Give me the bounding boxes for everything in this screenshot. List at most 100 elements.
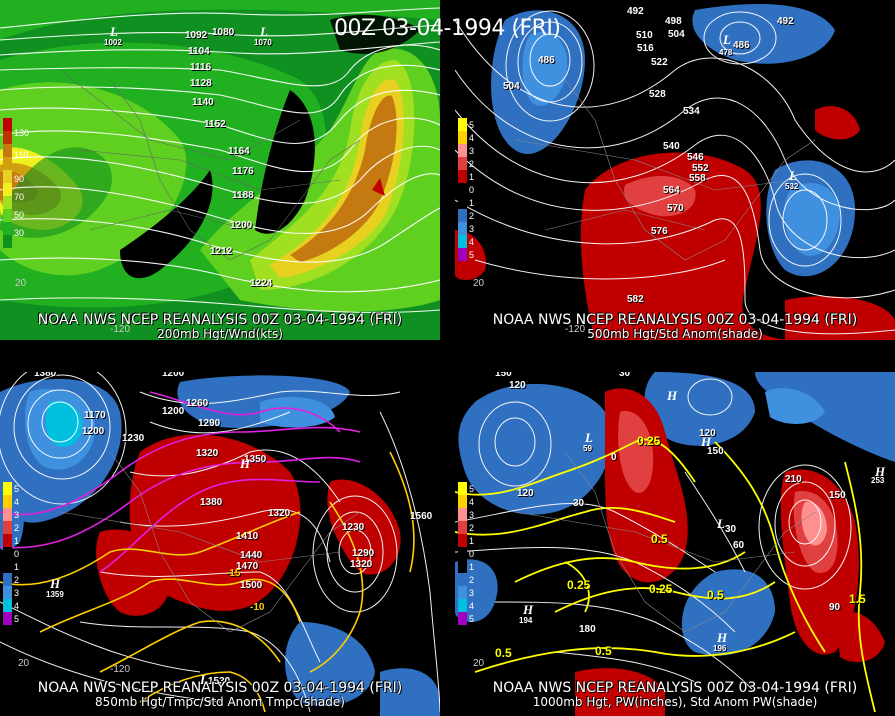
legend-tick: 3 bbox=[14, 588, 20, 598]
contour-label: 546 bbox=[687, 152, 704, 163]
contour-label: 1230 bbox=[342, 522, 365, 533]
legend-tick: 70 bbox=[14, 192, 25, 202]
legend-swatch bbox=[458, 248, 467, 261]
pw-label: 0.5 bbox=[495, 646, 512, 660]
contour-label: 564 bbox=[663, 185, 680, 196]
legend-tick: 4 bbox=[469, 237, 475, 247]
contour-label: 1104 bbox=[188, 46, 210, 57]
low-pressure-symbol: L bbox=[110, 24, 118, 39]
contour-label: 522 bbox=[651, 57, 668, 68]
contour-label: 510 bbox=[636, 30, 653, 41]
panel-caption-line2: 850mb Hgt/Tmpc/Std Anom Tmpc(shade) bbox=[95, 695, 345, 709]
panel-850mb-map bbox=[0, 372, 440, 716]
legend-swatch bbox=[458, 521, 467, 534]
contour-label: 150 bbox=[829, 490, 846, 501]
legend-swatch bbox=[3, 170, 12, 183]
longitude-label: -120 bbox=[110, 664, 131, 675]
legend-tick: 2 bbox=[14, 575, 20, 585]
pw-label: 0.5 bbox=[707, 588, 724, 602]
legend-tick: 5 bbox=[469, 120, 475, 130]
panel-caption-line2: 500mb Hgt/Std Anom(shade) bbox=[587, 327, 763, 340]
high-pressure-symbol: H bbox=[701, 434, 712, 449]
legend-tick: 110 bbox=[14, 150, 29, 160]
contour-label: 516 bbox=[637, 43, 654, 54]
legend-tick: 2 bbox=[14, 523, 20, 533]
contour-label: 1560 bbox=[410, 511, 433, 522]
contour-label: 582 bbox=[627, 294, 644, 305]
legend-swatch bbox=[3, 118, 12, 131]
contour-label: 1176 bbox=[232, 166, 254, 177]
contour-label: 120 bbox=[699, 428, 716, 439]
contour-label: 120 bbox=[517, 488, 534, 499]
contour-label: 504 bbox=[503, 81, 520, 92]
contour-label: 1440 bbox=[240, 550, 263, 561]
temperature-label: -10 bbox=[250, 602, 265, 613]
contour-label: 1092 bbox=[185, 30, 208, 41]
panel-caption-line2: 1000mb Hgt, PW(inches), Std Anom PW(shad… bbox=[532, 695, 818, 709]
contour-label: 486 bbox=[733, 40, 750, 51]
legend-swatch bbox=[458, 547, 467, 560]
legend-tick: 30 bbox=[14, 228, 25, 238]
low-value: 532 bbox=[785, 182, 799, 191]
legend-tick: 2 bbox=[469, 523, 475, 533]
legend-swatch bbox=[3, 183, 12, 196]
panel-500mb-map bbox=[455, 0, 895, 340]
longitude-label: 20 bbox=[18, 658, 30, 669]
contour-label: 30 bbox=[619, 372, 631, 379]
legend-tick: 4 bbox=[14, 497, 20, 507]
contour-label: 498 bbox=[665, 16, 682, 27]
contour-label: 552 bbox=[692, 163, 709, 174]
low-pressure-symbol: L bbox=[200, 672, 208, 687]
legend-swatch bbox=[458, 196, 467, 209]
contour-label: 1116 bbox=[190, 62, 212, 73]
panel-200mb-map bbox=[0, 0, 440, 340]
high-pressure-symbol: H bbox=[50, 576, 61, 591]
legend-tick: 1 bbox=[14, 562, 20, 572]
contour-label: 150 bbox=[707, 446, 724, 457]
legend-tick: 1 bbox=[469, 562, 475, 572]
low-value: 1530 bbox=[208, 676, 231, 687]
legend-tick: 0 bbox=[14, 549, 20, 559]
legend-tick: 1 bbox=[469, 198, 475, 208]
contour-label: 1188 bbox=[232, 190, 254, 201]
contour-label: 540 bbox=[663, 141, 680, 152]
legend-swatch bbox=[458, 131, 467, 144]
contour-label: 1470 bbox=[236, 561, 259, 572]
contour-label: 1320 bbox=[196, 448, 219, 459]
legend-tick: 5 bbox=[469, 614, 475, 624]
panel-1000mb: 5 4 3 2 1 0 1 2 3 4 5 150 120 30 0 120 3… bbox=[455, 372, 895, 716]
high-pressure-symbol: H bbox=[717, 630, 728, 645]
legend-tick: 90 bbox=[14, 174, 25, 184]
low-pressure-symbol: L bbox=[723, 32, 731, 47]
legend-tick: 3 bbox=[469, 510, 475, 520]
legend-tick: 2 bbox=[469, 575, 475, 585]
high-pressure-symbol: H bbox=[667, 388, 678, 403]
contour-label: 1200 bbox=[162, 372, 185, 379]
contour-label: 90 bbox=[829, 602, 841, 613]
contour-label: 150 bbox=[495, 372, 512, 379]
contour-label: 1140 bbox=[192, 97, 214, 108]
contour-label: 1200 bbox=[82, 426, 105, 437]
low-pressure-symbol: L bbox=[260, 24, 268, 39]
panel-caption-line2: 200mb Hgt/Wnd(kts) bbox=[157, 327, 283, 340]
legend-swatch bbox=[458, 612, 467, 625]
contour-label: 1290 bbox=[198, 418, 221, 429]
panel-caption-line1: NOAA NWS NCEP REANALYSIS 00Z 03-04-1994 … bbox=[492, 312, 858, 328]
anomaly-legend: 5 4 3 2 1 0 1 2 3 4 5 bbox=[458, 118, 474, 261]
legend-tick: 1 bbox=[469, 172, 475, 182]
contour-label: 1290 bbox=[352, 548, 375, 559]
legend-swatch bbox=[458, 209, 467, 222]
legend-swatch bbox=[3, 482, 12, 495]
contour-label: 1170 bbox=[84, 410, 106, 421]
legend-swatch bbox=[3, 534, 12, 547]
legend-tick: 0 bbox=[469, 549, 475, 559]
legend-tick: 0 bbox=[469, 185, 475, 195]
contour-label: 1200 bbox=[162, 406, 185, 417]
contour-label: 30 bbox=[573, 498, 585, 509]
legend-tick: 4 bbox=[469, 497, 475, 507]
high-value: 194 bbox=[519, 616, 533, 625]
contour-label: 1500 bbox=[240, 580, 263, 591]
pw-label: 0.25 bbox=[637, 434, 661, 448]
legend-tick: 5 bbox=[469, 250, 475, 260]
legend-swatch bbox=[3, 599, 12, 612]
